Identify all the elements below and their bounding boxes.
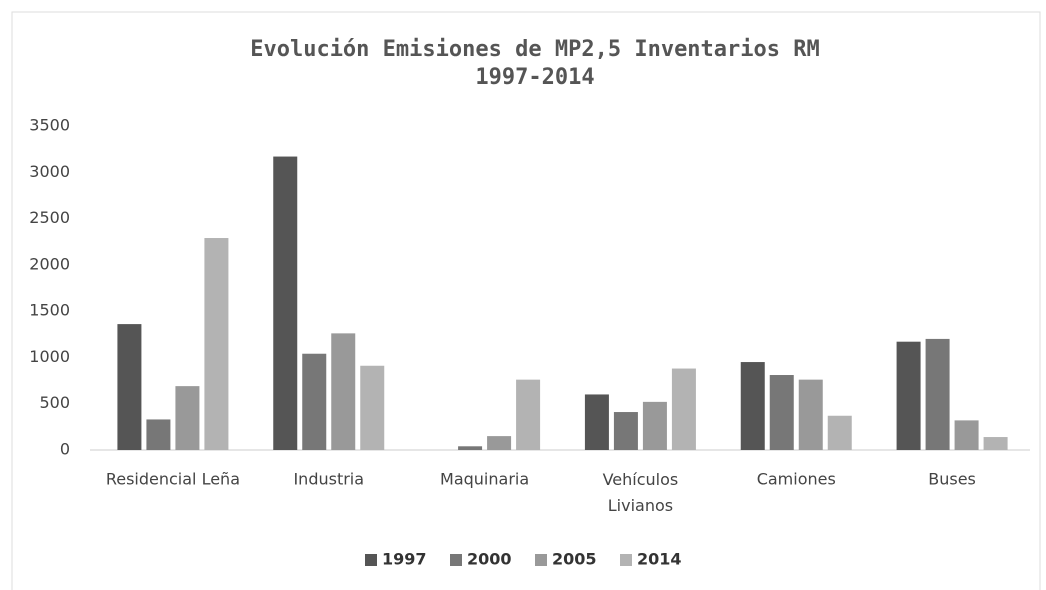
bar xyxy=(273,156,298,450)
bar xyxy=(331,333,356,450)
y-tick-label: 3500 xyxy=(29,116,70,135)
legend-text: 2000 xyxy=(467,550,512,569)
bar xyxy=(487,436,512,450)
legend-text: 2005 xyxy=(552,550,597,569)
bar xyxy=(117,324,142,450)
y-tick-label: 2000 xyxy=(29,254,70,273)
bar xyxy=(769,375,794,450)
x-tick-label: Industria xyxy=(293,470,364,489)
bar xyxy=(584,394,609,450)
bar xyxy=(896,341,921,450)
bar xyxy=(954,420,979,450)
x-tick-label: Residencial Leña xyxy=(106,470,240,489)
bar xyxy=(671,368,696,450)
bar xyxy=(360,365,385,450)
bar xyxy=(613,412,638,450)
y-tick-label: 500 xyxy=(39,393,70,412)
legend-swatch xyxy=(535,554,547,566)
chart-subtitle: 1997-2014 xyxy=(475,65,594,90)
y-tick-label: 2500 xyxy=(29,208,70,227)
legend-text: 1997 xyxy=(382,550,427,569)
legend-text: 2014 xyxy=(637,550,682,569)
y-tick-label: 0 xyxy=(60,440,70,459)
y-tick-label: 1000 xyxy=(29,347,70,366)
bar xyxy=(925,338,950,450)
bar xyxy=(175,386,200,450)
bar xyxy=(458,446,483,450)
y-tick-label: 1500 xyxy=(29,301,70,320)
y-tick-label: 3000 xyxy=(29,162,70,181)
x-tick-label: Camiones xyxy=(757,470,836,489)
legend-swatch xyxy=(365,554,377,566)
x-tick-label: Maquinaria xyxy=(440,470,529,489)
legend-swatch xyxy=(620,554,632,566)
bar xyxy=(983,437,1008,450)
legend-swatch xyxy=(450,554,462,566)
bar xyxy=(302,353,327,450)
bar xyxy=(204,238,229,450)
chart-frame xyxy=(11,11,1041,590)
bar xyxy=(516,379,541,450)
x-tick-label: Buses xyxy=(928,470,976,489)
chart-title: Evolución Emisiones de MP2,5 Inventarios… xyxy=(250,37,820,62)
bar xyxy=(827,415,852,450)
x-tick-label: Vehículos Livianos xyxy=(603,470,679,515)
bar xyxy=(146,419,171,450)
bar xyxy=(642,401,667,450)
bar xyxy=(740,362,765,450)
bar xyxy=(798,379,823,450)
